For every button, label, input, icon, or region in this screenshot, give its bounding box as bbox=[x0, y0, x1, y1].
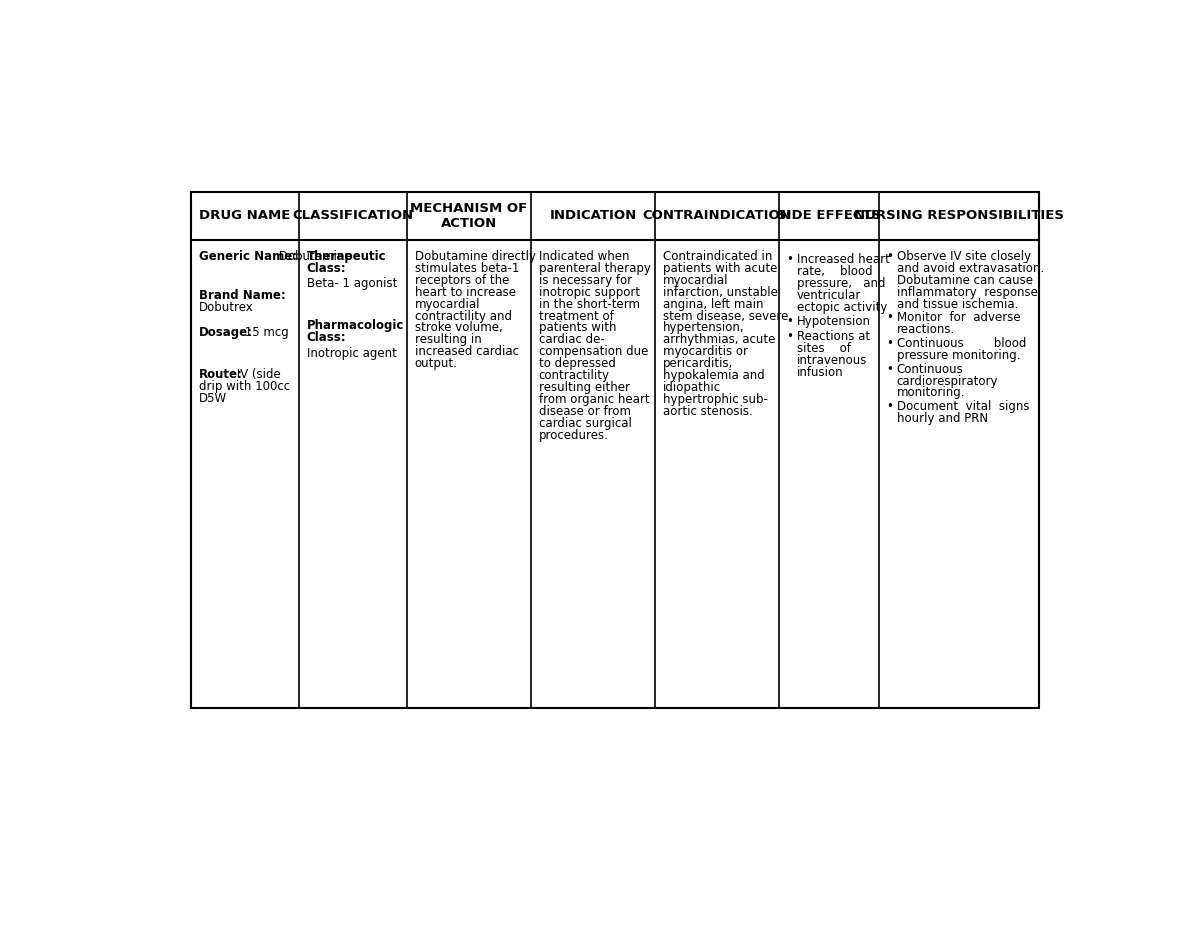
Text: Contraindicated in: Contraindicated in bbox=[662, 250, 772, 263]
Text: cardiac surgical: cardiac surgical bbox=[539, 417, 631, 430]
Text: Dobutamine directly: Dobutamine directly bbox=[415, 250, 535, 263]
Text: cardiac de-: cardiac de- bbox=[539, 334, 605, 347]
Text: stimulates beta-1: stimulates beta-1 bbox=[415, 261, 520, 274]
Text: sites    of: sites of bbox=[797, 342, 851, 355]
Text: Route:: Route: bbox=[199, 368, 242, 381]
Text: •: • bbox=[887, 337, 894, 350]
Text: contractility and: contractility and bbox=[415, 310, 511, 323]
Text: disease or from: disease or from bbox=[539, 405, 631, 418]
Text: stroke volume,: stroke volume, bbox=[415, 322, 503, 335]
Text: hypertrophic sub-: hypertrophic sub- bbox=[662, 393, 768, 406]
Bar bbox=[191, 192, 1039, 708]
Text: increased cardiac: increased cardiac bbox=[415, 346, 518, 359]
Text: patients with acute: patients with acute bbox=[662, 261, 778, 274]
Text: aortic stenosis.: aortic stenosis. bbox=[662, 405, 752, 418]
Text: CLASSIFICATION: CLASSIFICATION bbox=[293, 210, 414, 222]
Text: MECHANISM OF
ACTION: MECHANISM OF ACTION bbox=[410, 202, 528, 230]
Text: D5W: D5W bbox=[199, 392, 227, 405]
Text: Therapeutic: Therapeutic bbox=[307, 250, 386, 263]
Text: resulting in: resulting in bbox=[415, 334, 481, 347]
Text: reactions.: reactions. bbox=[896, 324, 955, 337]
Text: parenteral therapy: parenteral therapy bbox=[539, 261, 650, 274]
Text: •: • bbox=[787, 330, 793, 343]
Text: IV (side: IV (side bbox=[233, 368, 281, 381]
Text: compensation due: compensation due bbox=[539, 346, 648, 359]
Text: Indicated when: Indicated when bbox=[539, 250, 629, 263]
Text: to depressed: to depressed bbox=[539, 357, 616, 370]
Text: •: • bbox=[887, 400, 894, 413]
Text: Dobutamine: Dobutamine bbox=[275, 250, 352, 263]
Text: inflammatory  response: inflammatory response bbox=[896, 286, 1038, 298]
Text: Beta- 1 agonist: Beta- 1 agonist bbox=[307, 277, 397, 290]
Text: rate,    blood: rate, blood bbox=[797, 265, 872, 278]
Text: intravenous: intravenous bbox=[797, 354, 868, 367]
Text: INDICATION: INDICATION bbox=[550, 210, 637, 222]
Text: angina, left main: angina, left main bbox=[662, 298, 763, 311]
Text: myocardial: myocardial bbox=[415, 298, 480, 311]
Text: Hypotension: Hypotension bbox=[797, 315, 871, 328]
Text: Dobutrex: Dobutrex bbox=[199, 301, 253, 314]
Text: •: • bbox=[787, 253, 793, 266]
Text: •: • bbox=[887, 362, 894, 375]
Text: Document  vital  signs: Document vital signs bbox=[896, 400, 1030, 413]
Text: output.: output. bbox=[415, 357, 457, 370]
Text: •: • bbox=[787, 315, 793, 328]
Text: stem disease, severe: stem disease, severe bbox=[662, 310, 788, 323]
Text: inotropic support: inotropic support bbox=[539, 286, 640, 298]
Text: Brand Name:: Brand Name: bbox=[199, 289, 286, 302]
Text: treatment of: treatment of bbox=[539, 310, 613, 323]
Text: heart to increase: heart to increase bbox=[415, 286, 516, 298]
Text: in the short-term: in the short-term bbox=[539, 298, 640, 311]
Text: Observe IV site closely: Observe IV site closely bbox=[896, 250, 1031, 263]
Text: CONTRAINDICATION: CONTRAINDICATION bbox=[642, 210, 792, 222]
Text: infusion: infusion bbox=[797, 365, 844, 378]
Text: hourly and PRN: hourly and PRN bbox=[896, 413, 988, 425]
Text: Class:: Class: bbox=[307, 261, 347, 274]
Text: pericarditis,: pericarditis, bbox=[662, 357, 733, 370]
Text: procedures.: procedures. bbox=[539, 429, 608, 442]
Text: 15 mcg: 15 mcg bbox=[241, 326, 288, 339]
Text: from organic heart: from organic heart bbox=[539, 393, 649, 406]
Text: idiopathic: idiopathic bbox=[662, 381, 721, 394]
Text: resulting either: resulting either bbox=[539, 381, 630, 394]
Text: Class:: Class: bbox=[307, 331, 347, 344]
Text: hypokalemia and: hypokalemia and bbox=[662, 369, 764, 382]
Text: Reactions at: Reactions at bbox=[797, 330, 870, 343]
Text: contractility: contractility bbox=[539, 369, 610, 382]
Text: patients with: patients with bbox=[539, 322, 617, 335]
Text: ectopic activity: ectopic activity bbox=[797, 301, 887, 314]
Text: cardiorespiratory: cardiorespiratory bbox=[896, 375, 998, 387]
Text: •: • bbox=[887, 250, 894, 263]
Text: myocardial: myocardial bbox=[662, 273, 728, 286]
Text: Pharmacologic: Pharmacologic bbox=[307, 319, 404, 332]
Text: myocarditis or: myocarditis or bbox=[662, 346, 748, 359]
Text: is necessary for: is necessary for bbox=[539, 273, 632, 286]
Text: pressure monitoring.: pressure monitoring. bbox=[896, 349, 1020, 362]
Text: Increased heart: Increased heart bbox=[797, 253, 889, 266]
Text: SIDE EFFECTS: SIDE EFFECTS bbox=[776, 210, 881, 222]
Text: drip with 100cc: drip with 100cc bbox=[199, 380, 290, 393]
Text: receptors of the: receptors of the bbox=[415, 273, 509, 286]
Text: Continuous: Continuous bbox=[896, 362, 964, 375]
Text: infarction, unstable: infarction, unstable bbox=[662, 286, 778, 298]
Text: NURSING RESPONSIBILITIES: NURSING RESPONSIBILITIES bbox=[854, 210, 1064, 222]
Text: and tissue ischemia.: and tissue ischemia. bbox=[896, 298, 1018, 311]
Text: Continuous        blood: Continuous blood bbox=[896, 337, 1026, 350]
Text: •: • bbox=[887, 311, 894, 324]
Text: hypertension,: hypertension, bbox=[662, 322, 744, 335]
Text: Generic Name:: Generic Name: bbox=[199, 250, 296, 263]
Text: and avoid extravasation.: and avoid extravasation. bbox=[896, 261, 1044, 274]
Text: DRUG NAME: DRUG NAME bbox=[199, 210, 290, 222]
Text: Dobutamine can cause: Dobutamine can cause bbox=[896, 273, 1033, 286]
Text: Dosage:: Dosage: bbox=[199, 326, 253, 339]
Text: arrhythmias, acute: arrhythmias, acute bbox=[662, 334, 775, 347]
Text: pressure,   and: pressure, and bbox=[797, 277, 886, 290]
Text: Monitor  for  adverse: Monitor for adverse bbox=[896, 311, 1020, 324]
Text: Inotropic agent: Inotropic agent bbox=[307, 347, 397, 360]
Text: ventricular: ventricular bbox=[797, 289, 862, 302]
Text: monitoring.: monitoring. bbox=[896, 387, 965, 400]
